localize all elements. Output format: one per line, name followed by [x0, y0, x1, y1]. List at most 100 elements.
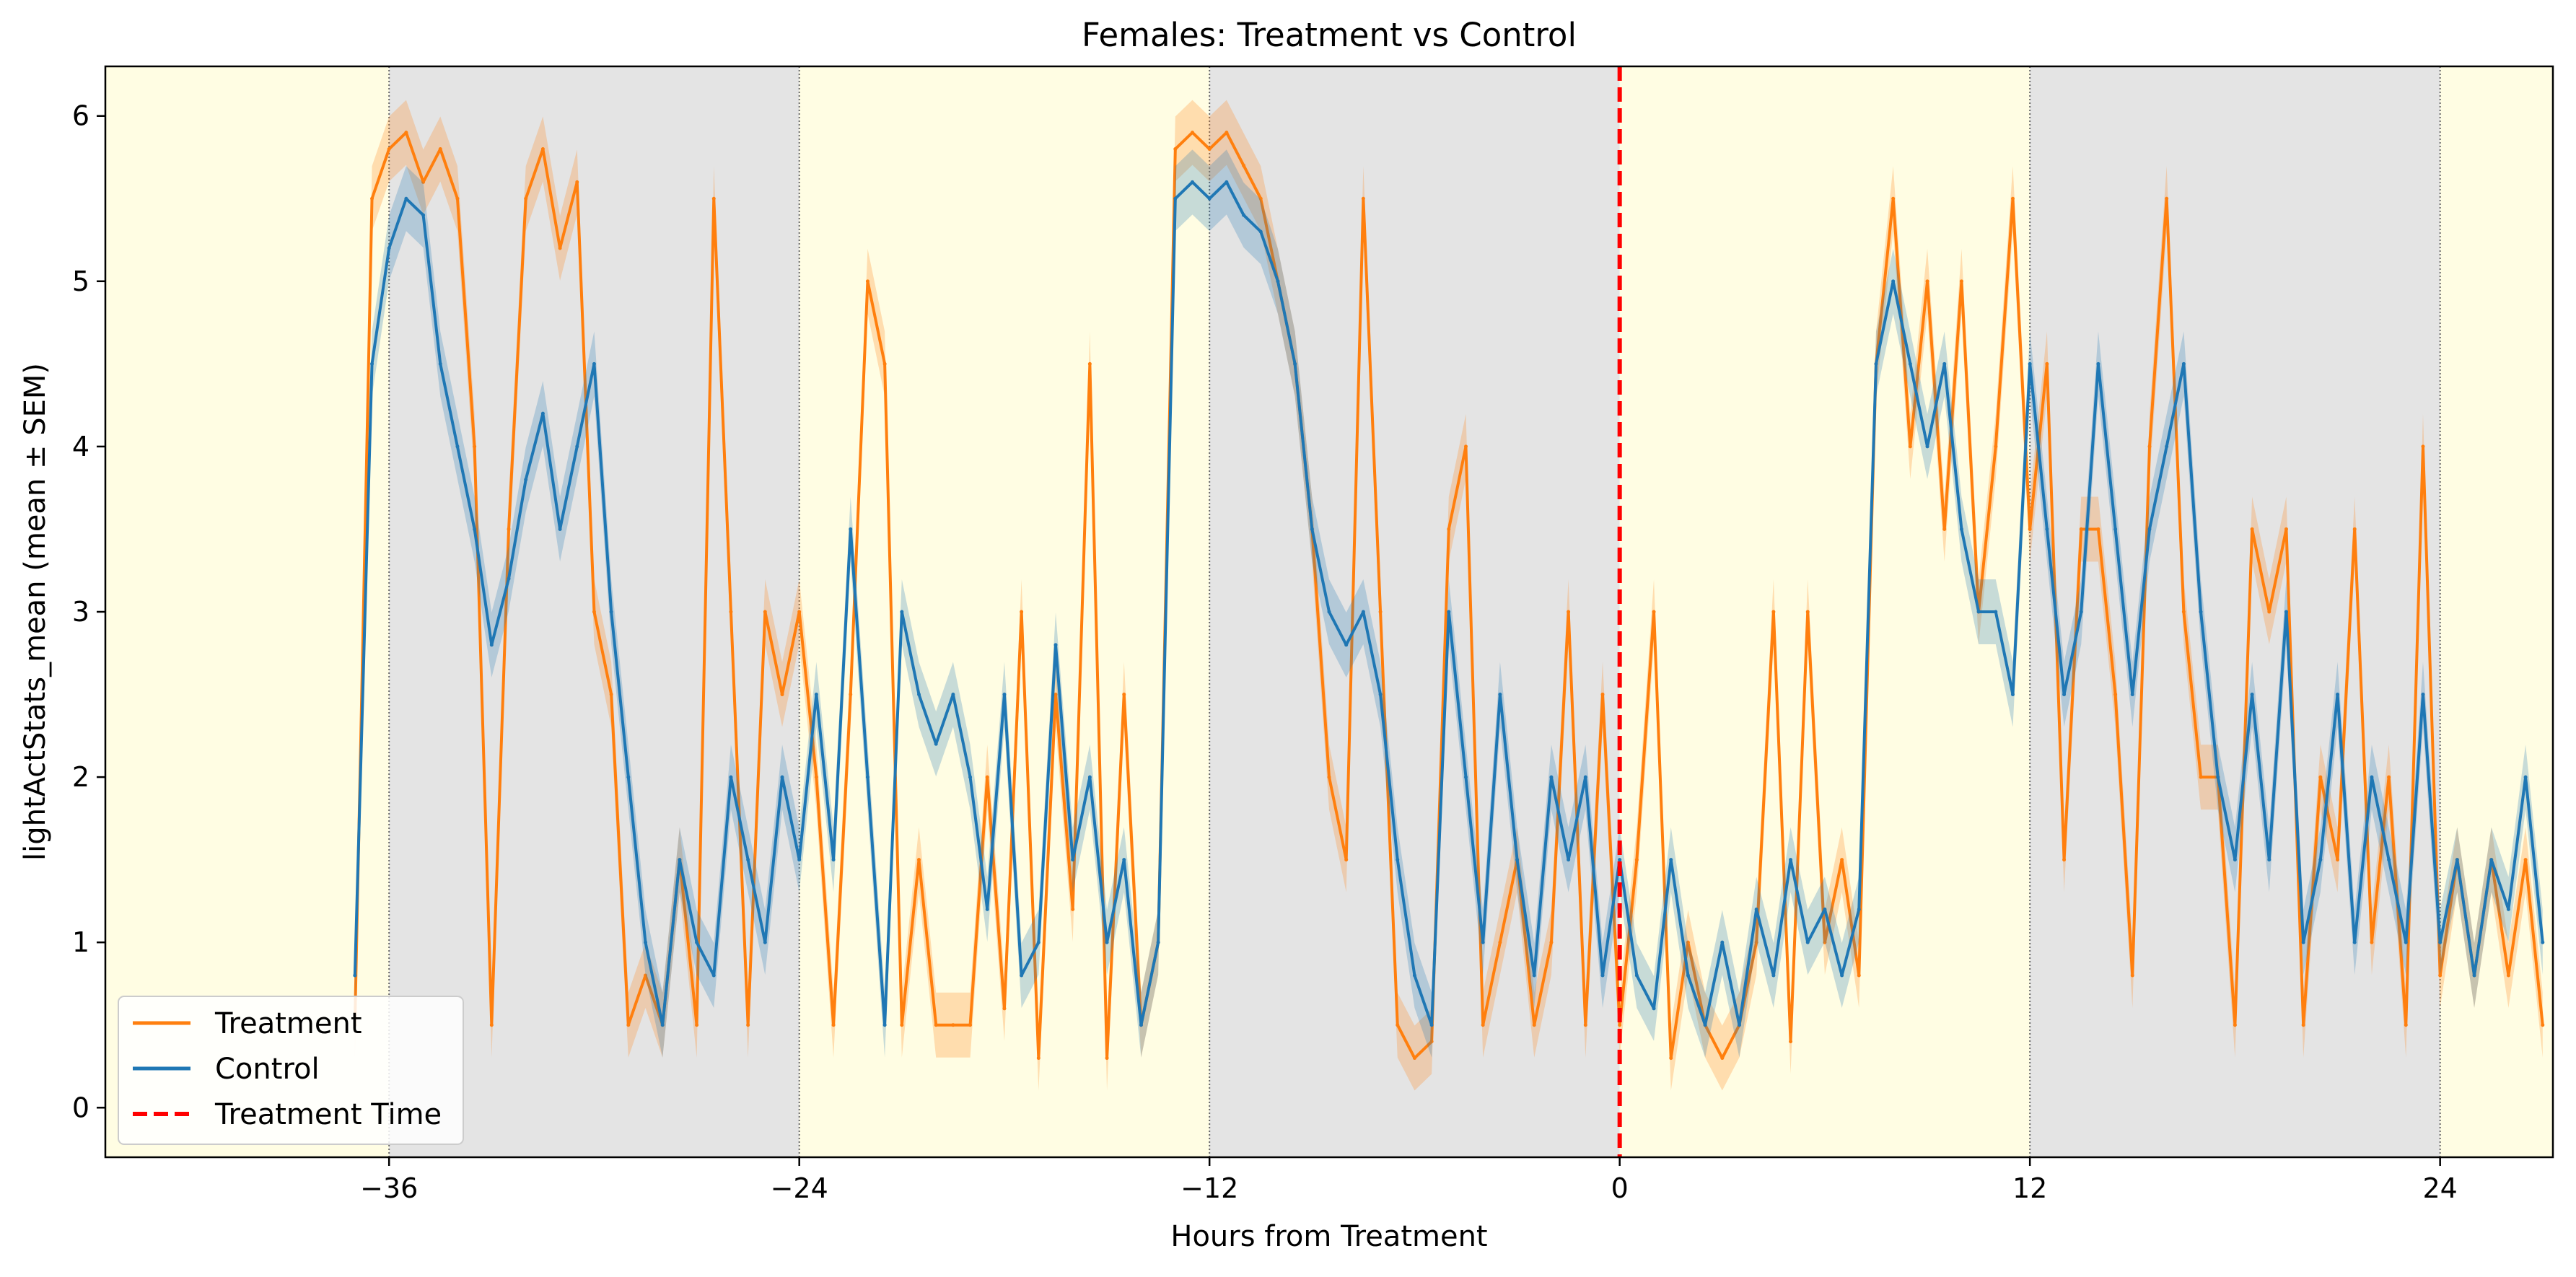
data-point-treatment-74 [1618, 1023, 1622, 1027]
phase-band-light-6 [2440, 66, 2553, 1157]
data-point-treatment-29 [849, 693, 853, 697]
data-point-control-86 [1823, 907, 1827, 911]
data-point-treatment-126 [2506, 973, 2510, 978]
y-tick-label-3: 3 [72, 596, 89, 628]
data-point-treatment-114 [2301, 1023, 2305, 1027]
data-point-treatment-3 [404, 131, 408, 135]
data-point-treatment-83 [1771, 610, 1776, 614]
data-point-control-43 [1087, 775, 1092, 779]
data-point-treatment-27 [814, 775, 818, 779]
data-point-control-22 [729, 775, 733, 779]
data-point-control-33 [917, 693, 921, 697]
data-point-treatment-26 [797, 610, 802, 614]
data-point-treatment-25 [780, 693, 784, 697]
data-point-control-111 [2250, 693, 2254, 697]
data-point-control-11 [540, 411, 545, 416]
data-point-control-67 [1498, 693, 1502, 697]
x-tick-label-3: 0 [1611, 1172, 1629, 1204]
data-point-treatment-115 [2318, 775, 2323, 779]
series-sem-band-control [354, 149, 2543, 1058]
data-point-control-26 [797, 858, 802, 862]
data-point-treatment-73 [1600, 693, 1605, 697]
data-point-treatment-22 [729, 610, 733, 614]
data-point-control-99 [2045, 527, 2049, 531]
data-point-control-125 [2489, 858, 2494, 862]
data-point-treatment-88 [1857, 973, 1861, 978]
x-tick-label-4: 12 [2012, 1172, 2047, 1204]
data-point-control-47 [1156, 940, 1160, 944]
data-point-control-19 [678, 858, 682, 862]
data-point-treatment-96 [1994, 444, 1998, 449]
data-point-treatment-116 [2336, 858, 2340, 862]
data-point-control-68 [1515, 858, 1520, 862]
data-point-control-123 [2455, 858, 2459, 862]
data-point-control-28 [831, 858, 836, 862]
legend-box [118, 996, 464, 1145]
data-point-control-31 [882, 1023, 887, 1027]
x-tick-label-0: −36 [360, 1172, 418, 1204]
data-point-treatment-105 [2147, 444, 2152, 449]
data-point-control-104 [2130, 693, 2134, 697]
data-point-control-85 [1805, 940, 1810, 944]
y-axis-ticks: 0 1 2 3 4 5 6 [72, 100, 105, 1123]
data-point-control-55 [1293, 361, 1297, 366]
data-point-control-48 [1173, 196, 1178, 201]
data-point-control-96 [1994, 610, 1998, 614]
data-point-treatment-118 [2370, 940, 2374, 944]
data-point-treatment-23 [746, 1023, 750, 1027]
data-point-control-37 [985, 907, 989, 911]
data-point-treatment-84 [1789, 1040, 1793, 1044]
data-point-treatment-60 [1378, 610, 1383, 614]
data-point-control-52 [1242, 213, 1246, 217]
data-point-control-71 [1567, 858, 1571, 862]
data-point-control-44 [1105, 940, 1109, 944]
data-point-control-94 [1959, 527, 1963, 531]
chart-title: Females: Treatment vs Control [1082, 16, 1577, 54]
data-point-control-79 [1703, 1023, 1707, 1027]
data-point-treatment-94 [1959, 279, 1963, 284]
data-point-control-108 [2199, 610, 2203, 614]
data-point-treatment-44 [1105, 1056, 1109, 1061]
data-point-treatment-30 [865, 279, 869, 284]
data-point-control-34 [934, 742, 938, 746]
data-point-control-122 [2438, 940, 2443, 944]
data-point-treatment-92 [1925, 279, 1929, 284]
data-point-control-51 [1225, 180, 1229, 184]
data-point-control-112 [2267, 858, 2271, 862]
data-point-treatment-121 [2421, 444, 2425, 449]
data-point-treatment-6 [455, 196, 460, 201]
data-point-control-65 [1463, 775, 1468, 779]
data-point-control-56 [1310, 527, 1314, 531]
data-point-control-53 [1258, 229, 1263, 234]
data-point-treatment-52 [1242, 163, 1246, 167]
data-point-control-113 [2284, 610, 2288, 614]
data-point-treatment-50 [1207, 147, 1212, 152]
data-point-treatment-93 [1942, 527, 1947, 531]
data-point-treatment-107 [2181, 610, 2186, 614]
data-point-treatment-49 [1191, 131, 1195, 135]
data-point-control-107 [2181, 361, 2186, 366]
data-point-treatment-9 [507, 527, 511, 531]
data-point-control-61 [1396, 858, 1400, 862]
data-point-treatment-36 [968, 1023, 973, 1027]
data-point-control-29 [849, 527, 853, 531]
data-point-treatment-120 [2404, 1023, 2408, 1027]
data-point-control-77 [1669, 858, 1673, 862]
data-point-control-57 [1327, 610, 1331, 614]
data-point-control-38 [1002, 693, 1007, 697]
data-point-treatment-33 [917, 858, 921, 862]
x-tick-label-1: −24 [771, 1172, 828, 1204]
data-point-treatment-61 [1396, 1023, 1400, 1027]
data-point-control-117 [2352, 940, 2357, 944]
data-point-treatment-104 [2130, 973, 2134, 978]
data-point-control-27 [814, 693, 818, 697]
phase-band-light-0 [105, 66, 390, 1157]
data-point-control-32 [900, 610, 904, 614]
data-point-control-12 [558, 527, 562, 531]
phase-band-dark-5 [2030, 66, 2440, 1157]
data-point-treatment-24 [763, 610, 767, 614]
data-point-control-63 [1429, 1023, 1434, 1027]
data-point-control-7 [473, 527, 477, 531]
data-point-control-25 [780, 775, 784, 779]
